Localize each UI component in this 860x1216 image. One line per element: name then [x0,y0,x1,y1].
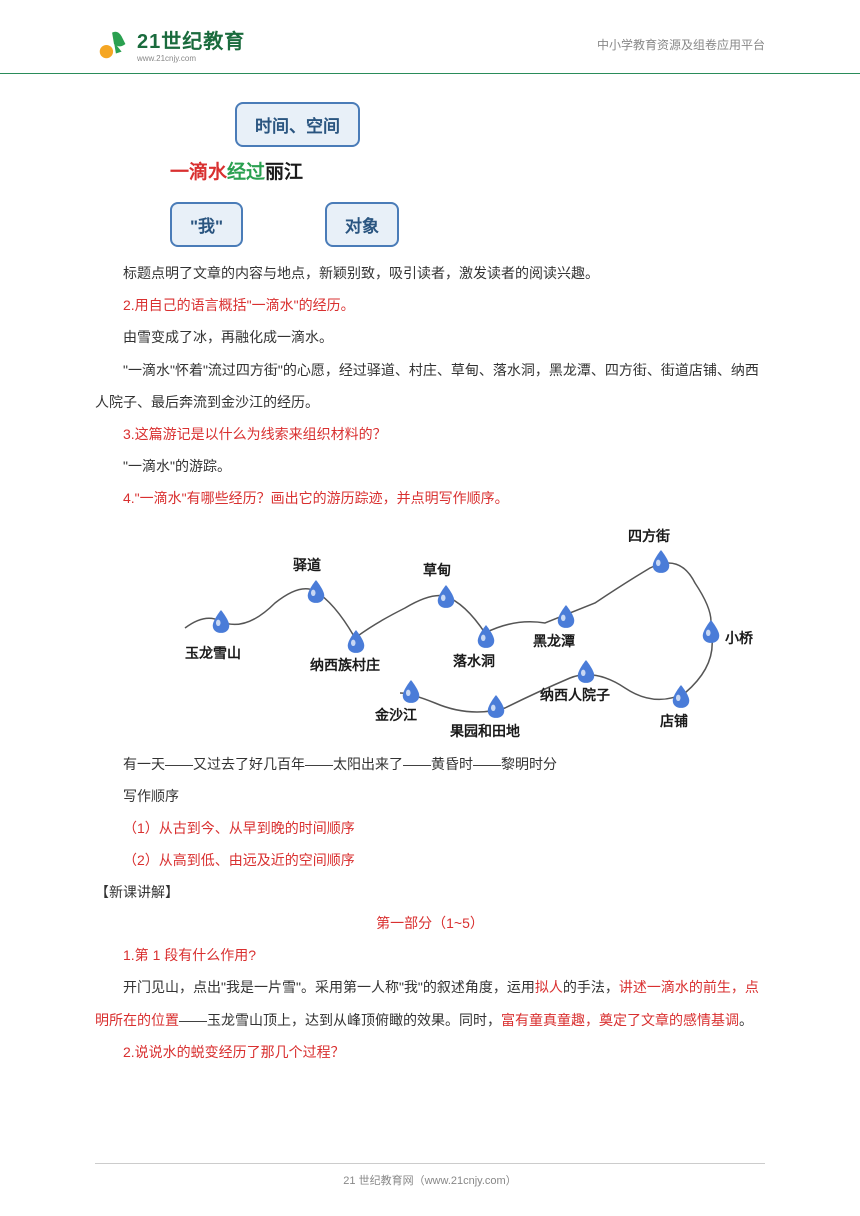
t6: 富有童真童趣，奠定了文章的感情基调 [501,1012,739,1028]
journey-drop-9 [575,658,597,684]
concept-red: 一滴水 [170,162,227,183]
header-subtitle: 中小学教育资源及组卷应用平台 [597,36,765,53]
concept-black: 丽江 [265,162,303,183]
page-header: 21世纪教育 www.21cnjy.com 中小学教育资源及组卷应用平台 [0,0,860,74]
concept-title: 一滴水经过丽江 [170,157,303,184]
para-order-label: 写作顺序 [95,780,765,812]
para-space-order: （2）从高到低、由远及近的空间顺序 [95,844,765,876]
journey-drop-11 [400,678,422,704]
concept-object: 对象 [325,202,399,247]
t2: 拟人 [535,979,563,995]
journey-label-1: 驿道 [293,555,321,575]
journey-label-7: 小桥 [725,628,753,648]
para-title-explain: 标题点明了文章的内容与地点，新颖别致，吸引读者，激发读者的阅读兴趣。 [95,257,765,289]
journey-label-5: 黑龙潭 [533,631,575,651]
logo-icon [95,25,133,63]
concept-diagram: 时间、空间 一滴水经过丽江 "我" 对象 [155,102,435,242]
para-time-order: （1）从古到今、从早到晚的时间顺序 [95,812,765,844]
journey-label-8: 店铺 [660,711,688,731]
journey-label-2: 纳西族村庄 [310,655,380,675]
question-3: 3.这篇游记是以什么为线索来组织材料的？ [95,418,765,450]
para-snow-ice: 由雪变成了冰，再融化成一滴水。 [95,321,765,353]
logo-text: 21世纪教育 www.21cnjy.com [137,25,245,63]
journey-drop-5 [555,603,577,629]
page-footer: 21 世纪教育网（www.21cnjy.com） [95,1163,765,1188]
journey-drop-1 [305,578,327,604]
para-journey-desc: "一滴水"怀着"流过四方街"的心愿，经过驿道、村庄、草甸、落水洞，黑龙潭、四方街… [95,354,765,418]
logo-main: 21世纪教育 [137,31,245,53]
question-4: 4."一滴水"有哪些经历？画出它的游历踪迹，并点明写作顺序。 [95,482,765,514]
journey-label-11: 金沙江 [375,705,417,725]
journey-label-9: 纳西人院子 [540,685,610,705]
journey-drop-0 [210,608,232,634]
question-5: 1.第 1 段有什么作用? [95,939,765,971]
journey-drop-4 [475,623,497,649]
journey-drop-6 [650,548,672,574]
journey-drop-3 [435,583,457,609]
para-timeline: 有一天——又过去了好几百年——太阳出来了——黄昏时——黎明时分 [95,748,765,780]
t3: 的手法， [563,979,619,995]
main-content: 时间、空间 一滴水经过丽江 "我" 对象 标题点明了文章的内容与地点，新颖别致，… [0,74,860,1068]
journey-label-0: 玉龙雪山 [185,643,241,663]
journey-drop-10 [485,693,507,719]
journey-label-3: 草甸 [423,560,451,580]
concept-green: 经过 [227,162,265,183]
para-trace: "一滴水"的游踪。 [95,450,765,482]
logo-url: www.21cnjy.com [137,54,245,63]
logo: 21世纪教育 www.21cnjy.com [95,25,245,63]
journey-label-6: 四方街 [628,526,670,546]
para-analysis-1: 开门见山，点出"我是一片雪"。采用第一人称"我"的叙述角度，运用拟人的手法，讲述… [95,971,765,1035]
heading-new-lesson: 【新课讲解】 [95,876,765,908]
t1: 开门见山，点出"我是一片雪"。采用第一人称"我"的叙述角度，运用 [123,979,535,995]
journey-diagram: 玉龙雪山驿道纳西族村庄草甸落水洞黑龙潭四方街小桥店铺纳西人院子果园和田地金沙江 [175,533,735,743]
section-title-1: 第一部分（1~5） [95,908,765,939]
journey-label-4: 落水洞 [453,651,495,671]
concept-time-space: 时间、空间 [235,102,360,147]
question-6: 2.说说水的蜕变经历了那几个过程？ [95,1036,765,1068]
journey-drop-2 [345,628,367,654]
journey-label-10: 果园和田地 [450,721,520,741]
t5: ——玉龙雪山顶上，达到从峰顶俯瞰的效果。同时， [179,1012,501,1028]
journey-drop-8 [670,683,692,709]
journey-drop-7 [700,618,722,644]
t7: 。 [739,1012,753,1028]
concept-self: "我" [170,202,243,247]
question-2: 2.用自己的语言概括"一滴水"的经历。 [95,289,765,321]
